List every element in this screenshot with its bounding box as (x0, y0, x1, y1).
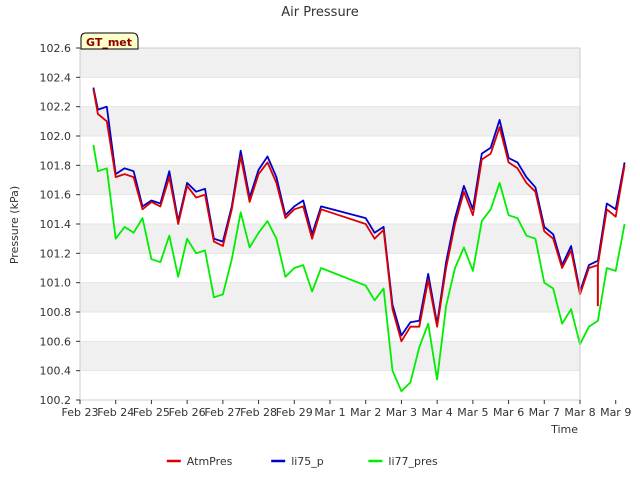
y-tick-label: 102.0 (40, 130, 72, 143)
y-tick-label: 101.2 (40, 247, 72, 260)
x-tick-label: Mar 7 (529, 406, 560, 419)
legend-item: AtmPres (166, 455, 233, 468)
chart-title: Air Pressure (281, 5, 359, 20)
background-band (80, 48, 580, 78)
series-line-li75-p (92, 87, 626, 337)
y-tick-label: 100.2 (40, 394, 72, 407)
y-tick-label: 101.4 (40, 218, 72, 231)
x-tick-label: Feb 23 (62, 406, 99, 419)
x-tick-label: Feb 24 (97, 406, 134, 419)
background-band (80, 370, 580, 400)
x-tick-label: Mar 5 (457, 406, 488, 419)
legend-label: li75_p (291, 455, 324, 468)
background-band (80, 106, 580, 136)
background-band (80, 77, 580, 107)
plot-background-bands (80, 48, 580, 400)
x-tick-label: Feb 26 (169, 406, 206, 419)
x-tick-label: Mar 6 (493, 406, 524, 419)
y-tick-label: 102.4 (40, 71, 72, 84)
x-tick-label: Mar 8 (564, 406, 595, 419)
series-layer (92, 87, 626, 393)
background-band (80, 136, 580, 166)
y-axis-ticks: 100.2 100.4 100.6 100.8 101.0 101.2 101.4 101.6… (40, 42, 80, 407)
legend-item: li77_pres (368, 455, 438, 468)
x-tick-label: Feb 25 (133, 406, 170, 419)
y-axis-label: Pressure (kPa) (8, 186, 21, 264)
y-tick-label: 101.0 (40, 277, 72, 290)
y-tick-label: 100.6 (40, 335, 72, 348)
x-tick-label: Feb 29 (276, 406, 313, 419)
background-band (80, 341, 580, 371)
y-tick-label: 102.2 (40, 101, 72, 114)
legend-label: AtmPres (187, 455, 233, 468)
x-tick-label: Mar 1 (314, 406, 345, 419)
legend-item: li75_p (271, 455, 324, 468)
x-tick-label: Mar 9 (600, 406, 631, 419)
x-tick-label: Mar 4 (422, 406, 453, 419)
background-band (80, 253, 580, 283)
background-band (80, 165, 580, 195)
x-tick-label: Feb 27 (204, 406, 241, 419)
badge-label: GT_met (86, 36, 132, 49)
series-line-li77-pres (92, 144, 626, 393)
y-tick-label: 101.8 (40, 159, 72, 172)
legend: AtmPres li75_p li77_pres (166, 455, 438, 468)
background-band (80, 224, 580, 254)
background-band (80, 312, 580, 342)
series-line-atmpres (92, 88, 626, 343)
x-tick-label: Mar 2 (350, 406, 381, 419)
legend-label: li77_pres (388, 455, 438, 468)
y-tick-label: 100.8 (40, 306, 72, 319)
background-band (80, 282, 580, 312)
y-tick-label: 100.4 (40, 365, 72, 378)
x-tick-label: Feb 28 (240, 406, 277, 419)
y-tick-label: 102.6 (40, 42, 72, 55)
y-tick-label: 101.6 (40, 189, 72, 202)
x-tick-label: Mar 3 (386, 406, 417, 419)
x-axis-label: Time (550, 423, 578, 436)
gt-met-badge: GT_met (80, 32, 139, 50)
